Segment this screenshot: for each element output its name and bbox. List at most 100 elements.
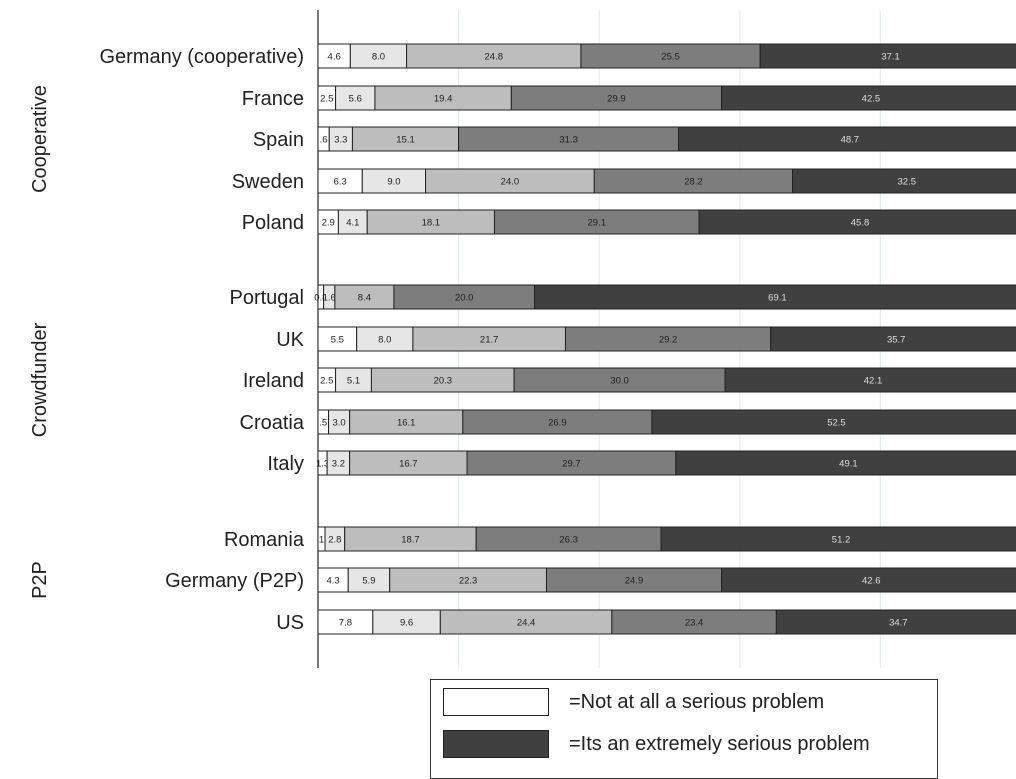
data-label: 6.3 — [334, 177, 347, 188]
legend-label-not-serious: =Not at all a serious problem — [569, 690, 825, 713]
data-label: 26.9 — [548, 418, 567, 429]
data-label: 0.8 — [314, 293, 327, 304]
country-label: US — [276, 612, 304, 634]
data-label: 31.3 — [559, 135, 578, 146]
country-label: Romania — [224, 529, 305, 551]
country-label: Poland — [242, 212, 304, 234]
bar-segment — [439, 609, 613, 635]
data-label: 5.5 — [331, 335, 344, 346]
bar-segment — [347, 567, 391, 593]
bar-segment — [370, 367, 515, 393]
data-label: 42.6 — [862, 576, 881, 587]
country-label: Croatia — [240, 412, 305, 434]
data-label: 18.7 — [401, 535, 420, 546]
data-label: 3.0 — [332, 418, 345, 429]
legend-swatch-not-serious — [443, 688, 549, 716]
data-label: 1.3 — [316, 459, 329, 470]
data-label: 48.7 — [841, 135, 860, 146]
data-label: 19.4 — [434, 94, 453, 105]
bar-segment — [335, 85, 376, 111]
bar-segment — [545, 567, 723, 593]
data-label: 23.4 — [685, 618, 704, 629]
data-label: 21.7 — [480, 335, 499, 346]
bar-segment — [351, 126, 460, 152]
data-label: .5 — [319, 418, 327, 429]
bar-segment — [466, 450, 677, 476]
data-label: 8.4 — [358, 293, 371, 304]
bar-segment — [366, 209, 495, 235]
data-label: 4.6 — [328, 52, 341, 63]
bar-segment — [775, 609, 1016, 635]
legend-swatch-extremely-serious — [443, 730, 549, 758]
legend-item-not-serious: =Not at all a serious problem — [443, 687, 824, 717]
bar-segment — [425, 168, 595, 194]
country-label: Italy — [267, 453, 304, 475]
data-label: 3.2 — [332, 459, 345, 470]
data-label: 30.0 — [610, 376, 629, 387]
country-label: Germany (P2P) — [165, 570, 304, 592]
data-label: 22.3 — [459, 576, 478, 587]
bar-segment — [724, 367, 1016, 393]
data-label: 35.7 — [887, 335, 906, 346]
bar-segment — [510, 85, 723, 111]
bar-segment — [393, 284, 536, 310]
data-label: 45.8 — [851, 218, 870, 229]
bar-segment — [493, 209, 700, 235]
bar-segment — [593, 168, 794, 194]
data-label: 16.1 — [397, 418, 416, 429]
bar-segment — [462, 409, 653, 435]
bar-segment — [770, 326, 1016, 352]
data-label: 8.0 — [372, 52, 385, 63]
data-label: 2.9 — [322, 218, 335, 229]
data-label: 29.2 — [659, 335, 678, 346]
bar-segment — [361, 168, 427, 194]
data-label: 2.8 — [328, 535, 341, 546]
data-label: 9.0 — [387, 177, 400, 188]
bar-segment — [406, 43, 582, 69]
bar-segment — [792, 168, 1016, 194]
bar-segment — [334, 284, 395, 310]
bar-segment — [660, 526, 1016, 552]
data-label: 32.5 — [898, 177, 917, 188]
data-label: 24.9 — [625, 576, 644, 587]
bar-segment — [337, 209, 368, 235]
country-label: Spain — [253, 129, 304, 151]
data-label: 5.6 — [349, 94, 362, 105]
data-label: 3.3 — [334, 135, 347, 146]
data-label: 7.8 — [339, 618, 352, 629]
country-label: Sweden — [232, 171, 304, 193]
data-label: 1.6 — [323, 293, 336, 304]
data-label: 51.2 — [832, 535, 851, 546]
group-label: Crowdfunder — [29, 322, 51, 437]
legend-label-extremely-serious: =Its an extremely serious problem — [569, 732, 870, 755]
data-label: 8.0 — [378, 335, 391, 346]
data-label: 37.1 — [881, 52, 900, 63]
data-label: 29.9 — [607, 94, 626, 105]
bar-segment — [317, 609, 374, 635]
bar-segment — [317, 326, 358, 352]
bar-segment — [721, 567, 1016, 593]
data-label: 28.2 — [684, 177, 703, 188]
data-label: 18.1 — [422, 218, 441, 229]
bar-segment — [317, 168, 363, 194]
data-label: 24.0 — [501, 177, 520, 188]
bar-segment — [611, 609, 777, 635]
data-label: 29.1 — [587, 218, 606, 229]
country-label: Germany (cooperative) — [99, 46, 304, 68]
data-label: 25.5 — [661, 52, 680, 63]
data-label: 1 — [319, 535, 324, 546]
bar-segment — [335, 367, 372, 393]
bar-segment — [651, 409, 1016, 435]
data-label: 2.5 — [320, 376, 333, 387]
legend: =Not at all a serious problem =Its an ex… — [430, 679, 938, 779]
data-label: 34.7 — [889, 618, 908, 629]
data-label: 26.3 — [559, 535, 578, 546]
bar-segment — [317, 567, 349, 593]
data-label: 2.5 — [320, 94, 333, 105]
country-label: Portugal — [230, 287, 305, 309]
data-label: 49.1 — [839, 459, 858, 470]
data-label: 5.9 — [362, 576, 375, 587]
data-label: 24.4 — [517, 618, 536, 629]
data-label: 16.7 — [399, 459, 418, 470]
bar-segment — [374, 85, 512, 111]
